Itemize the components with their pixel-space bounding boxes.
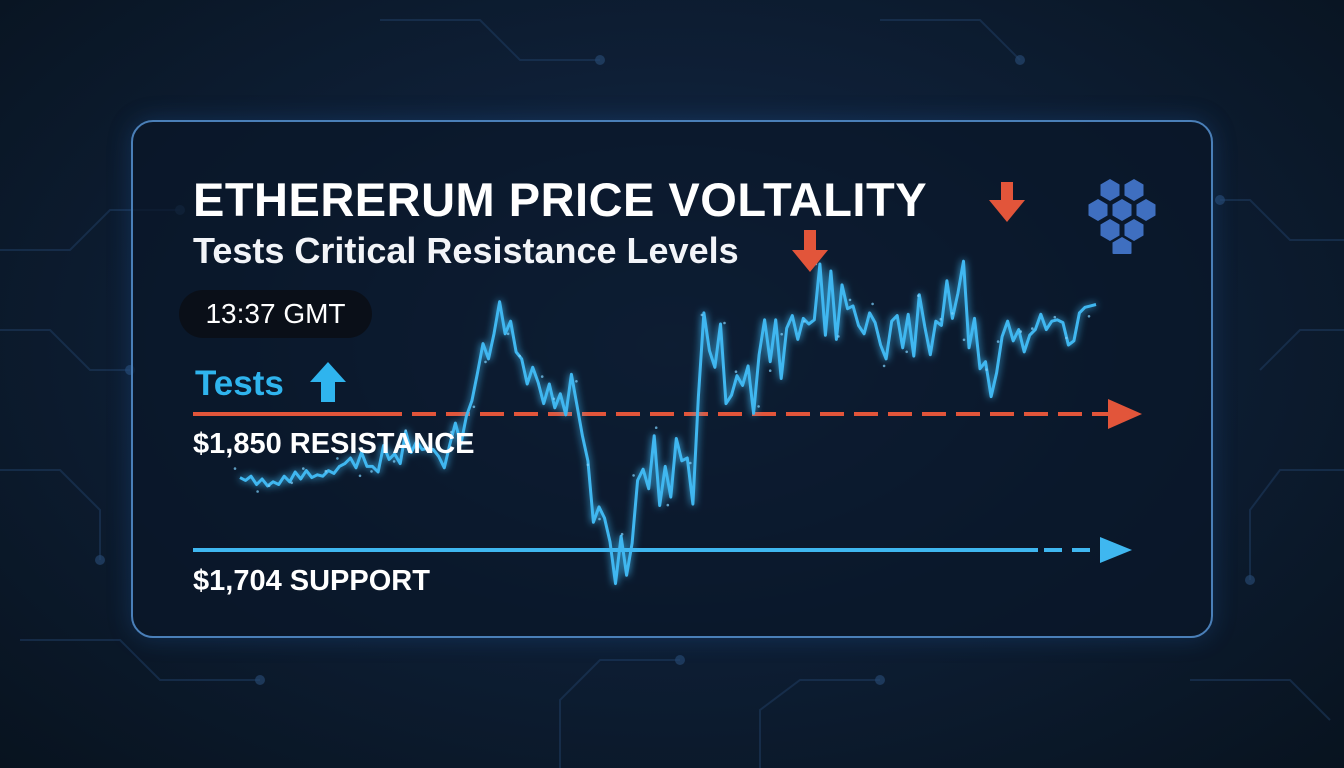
sparkle-dot — [518, 354, 521, 358]
sparkle-dots — [233, 262, 1091, 536]
sparkle-dot — [837, 335, 840, 338]
sparkle-dot — [951, 312, 954, 315]
sparkle-dot — [586, 463, 590, 467]
support-label: $1,704 SUPPORT — [193, 565, 430, 597]
sparkle-dot — [598, 517, 601, 521]
sparkle-dot — [506, 332, 510, 336]
arrow-down-icon — [989, 182, 1025, 222]
sparkle-dot — [370, 470, 373, 473]
sparkle-dot — [939, 317, 943, 321]
sparkle-dot — [848, 298, 852, 302]
sparkle-dot — [620, 532, 624, 536]
sparkle-dot — [905, 350, 908, 354]
sparkle-dot — [233, 467, 237, 470]
timestamp-badge: 13:37 GMT — [179, 290, 372, 338]
hexagon-icon — [1112, 237, 1132, 254]
sparkle-dot — [962, 338, 966, 342]
sparkle-dot — [358, 474, 362, 478]
arrow-up-icon — [310, 362, 346, 402]
sparkle-dot — [575, 380, 578, 383]
resistance-label: $1,850 RESISTANCE — [193, 428, 475, 460]
sparkle-dot — [780, 332, 783, 336]
support-arrowhead — [1100, 537, 1132, 563]
hexagon-icon — [1136, 199, 1156, 221]
sparkle-dot — [700, 313, 704, 317]
hexagon-icon — [1124, 219, 1144, 241]
sparkle-dot — [552, 397, 556, 401]
sparkle-dot — [689, 461, 692, 465]
sparkle-dot — [734, 370, 738, 374]
hexagon-icon — [1088, 199, 1108, 221]
sparkle-dot — [1087, 315, 1091, 318]
tests-label: Tests — [195, 364, 284, 403]
hexagon-icon — [1100, 179, 1120, 201]
sparkle-dot — [438, 448, 442, 451]
sparkle-dot — [871, 302, 874, 306]
hexagon-icon — [1124, 179, 1144, 201]
sparkle-dot — [757, 405, 760, 408]
sparkle-dot — [484, 360, 487, 364]
sparkle-dot — [415, 444, 419, 447]
arrow-down-icon — [792, 230, 828, 272]
resistance-arrowhead — [1108, 399, 1142, 429]
sparkle-dot — [996, 340, 1000, 343]
sparkle-dot — [256, 490, 259, 493]
sparkle-dot — [985, 368, 988, 372]
hexagon-cluster-icon — [1088, 179, 1156, 254]
sparkle-dot — [723, 321, 726, 325]
sparkle-dot — [302, 467, 305, 470]
sparkle-dot — [666, 503, 670, 507]
hexagon-icon — [1112, 199, 1132, 221]
sparkle-dot — [1019, 330, 1022, 333]
sparkle-dot — [404, 429, 408, 432]
sparkle-dot — [803, 320, 806, 323]
sparkle-dot — [768, 369, 772, 373]
page-subtitle: Tests Critical Resistance Levels — [193, 230, 739, 271]
sparkle-dot — [392, 460, 396, 463]
sparkle-dot — [540, 375, 544, 378]
sparkle-dot — [917, 294, 920, 298]
sparkle-dot — [336, 457, 339, 460]
sparkle-dot — [450, 430, 453, 434]
sparkle-dot — [1053, 315, 1057, 319]
sparkle-dot — [654, 426, 658, 430]
sparkle-dot — [1031, 327, 1034, 330]
hexagon-icon — [1100, 219, 1120, 241]
page-title: ETHERERUM PRICE VOLTALITY — [193, 173, 928, 226]
sparkle-dot — [324, 469, 328, 473]
sparkle-dot — [632, 474, 635, 477]
sparkle-dot — [1065, 336, 1068, 340]
sparkle-dot — [290, 481, 294, 485]
sparkle-dot — [882, 364, 886, 368]
sparkle-dot — [267, 484, 271, 488]
sparkle-dot — [472, 405, 476, 409]
